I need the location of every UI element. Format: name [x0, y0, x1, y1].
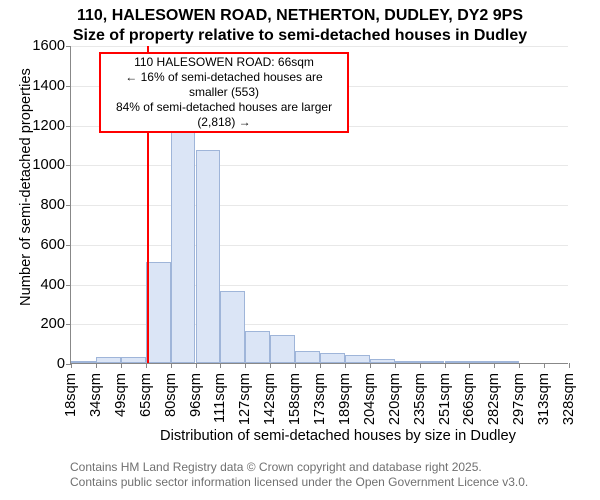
title-line-1: 110, HALESOWEN ROAD, NETHERTON, DUDLEY, … — [0, 6, 600, 26]
histogram-bar — [121, 357, 146, 363]
x-tick-mark — [569, 363, 570, 368]
x-tick-mark — [544, 363, 545, 368]
x-tick-label: 204sqm — [362, 369, 378, 425]
x-tick-label: 111sqm — [212, 369, 228, 423]
x-tick-label: 127sqm — [237, 369, 253, 425]
annotation-line: 84% of semi-detached houses are larger (… — [105, 100, 343, 130]
histogram-bar — [494, 361, 519, 363]
histogram-bar — [469, 361, 494, 363]
x-tick-mark — [245, 363, 246, 368]
x-tick-mark — [345, 363, 346, 368]
histogram-plot: 0200400600800100012001400160018sqm34sqm4… — [70, 46, 568, 364]
x-tick-label: 49sqm — [113, 369, 129, 417]
x-tick-label: 34sqm — [88, 369, 104, 417]
x-tick-label: 142sqm — [262, 369, 278, 425]
y-tick-label: 200 — [41, 316, 71, 332]
x-tick-mark — [146, 363, 147, 368]
x-tick-mark — [220, 363, 221, 368]
x-tick-mark — [395, 363, 396, 368]
histogram-bar — [245, 331, 270, 363]
x-tick-mark — [519, 363, 520, 368]
x-tick-label: 80sqm — [163, 369, 179, 417]
annotation-line: 110 HALESOWEN ROAD: 66sqm — [105, 55, 343, 70]
histogram-bar — [71, 361, 96, 363]
histogram-bar — [96, 357, 121, 363]
histogram-bar — [295, 351, 320, 363]
histogram-bar — [196, 150, 221, 363]
grid-line — [71, 46, 568, 47]
x-tick-mark — [71, 363, 72, 368]
footer-attribution: Contains HM Land Registry data © Crown c… — [70, 460, 528, 490]
x-tick-label: 328sqm — [561, 369, 577, 425]
y-tick-label: 400 — [41, 277, 71, 293]
y-axis-label: Number of semi-detached properties — [18, 68, 34, 306]
x-tick-label: 297sqm — [511, 369, 527, 425]
x-tick-label: 266sqm — [461, 369, 477, 425]
x-tick-mark — [196, 363, 197, 368]
histogram-bar — [220, 291, 245, 363]
annotation-line: ← 16% of semi-detached houses are smalle… — [105, 70, 343, 100]
x-tick-mark — [96, 363, 97, 368]
x-tick-label: 173sqm — [312, 369, 328, 425]
x-tick-label: 189sqm — [337, 369, 353, 425]
histogram-bar — [420, 361, 445, 363]
y-tick-label: 1000 — [32, 157, 71, 173]
annotation-box: 110 HALESOWEN ROAD: 66sqm← 16% of semi-d… — [99, 52, 349, 133]
chart-title-block: 110, HALESOWEN ROAD, NETHERTON, DUDLEY, … — [0, 0, 600, 46]
x-tick-mark — [270, 363, 271, 368]
grid-line — [71, 245, 568, 246]
x-tick-mark — [445, 363, 446, 368]
x-tick-label: 235sqm — [412, 369, 428, 425]
x-tick-mark — [320, 363, 321, 368]
x-tick-mark — [121, 363, 122, 368]
footer-line-2: Contains public sector information licen… — [70, 475, 528, 490]
y-tick-label: 800 — [41, 197, 71, 213]
y-tick-label: 600 — [41, 237, 71, 253]
x-tick-label: 313sqm — [536, 369, 552, 425]
histogram-bar — [370, 359, 395, 363]
y-tick-label: 1200 — [32, 118, 71, 134]
x-tick-mark — [171, 363, 172, 368]
x-tick-label: 158sqm — [287, 369, 303, 425]
x-tick-mark — [469, 363, 470, 368]
histogram-bar — [171, 127, 196, 364]
y-tick-label: 1400 — [32, 78, 71, 94]
x-tick-label: 282sqm — [486, 369, 502, 425]
histogram-bar — [445, 361, 470, 363]
x-tick-mark — [494, 363, 495, 368]
x-tick-mark — [420, 363, 421, 368]
x-tick-label: 18sqm — [63, 369, 79, 417]
grid-line — [71, 205, 568, 206]
x-tick-label: 251sqm — [437, 369, 453, 425]
x-tick-mark — [295, 363, 296, 368]
x-tick-label: 96sqm — [188, 369, 204, 417]
x-tick-label: 220sqm — [387, 369, 403, 425]
footer-line-1: Contains HM Land Registry data © Crown c… — [70, 460, 528, 475]
histogram-bar — [320, 353, 345, 363]
grid-line — [71, 165, 568, 166]
histogram-bar — [345, 355, 370, 363]
title-line-2: Size of property relative to semi-detach… — [0, 26, 600, 46]
histogram-bar — [395, 361, 420, 363]
x-tick-label: 65sqm — [138, 369, 154, 417]
x-tick-mark — [370, 363, 371, 368]
histogram-bar — [270, 335, 295, 363]
y-tick-label: 1600 — [32, 38, 71, 54]
x-axis-label: Distribution of semi-detached houses by … — [160, 428, 516, 444]
